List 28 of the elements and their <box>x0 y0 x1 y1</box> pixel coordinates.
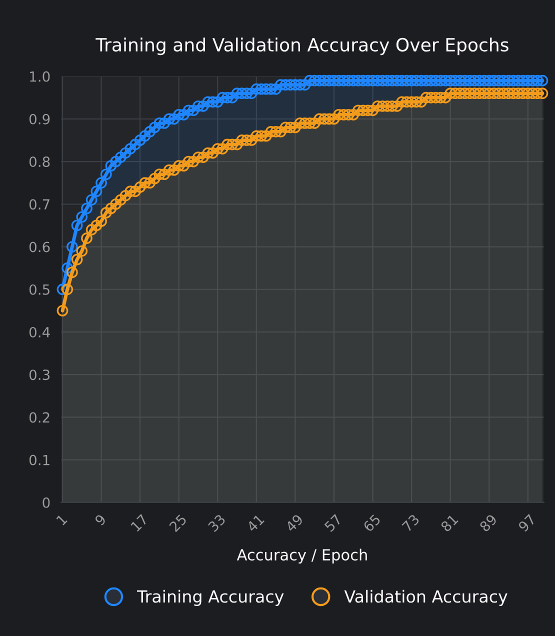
x-tick-label: 57 <box>324 514 342 532</box>
chart-title: Training and Validation Accuracy Over Epochs <box>96 38 508 56</box>
x-tick-label: 1 <box>56 514 68 526</box>
x-tick-label: 41 <box>246 514 264 532</box>
x-tick-label: 49 <box>284 514 304 532</box>
y-tick-label: 0 <box>42 497 50 508</box>
x-tick-label: 97 <box>518 514 536 532</box>
y-tick-label: 0.6 <box>29 242 50 252</box>
y-tick-label: 1.0 <box>30 71 50 82</box>
x-tick-label: 65 <box>362 514 382 532</box>
legend-label: Validation Accuracy <box>344 590 508 606</box>
x-tick-label: 81 <box>440 514 459 532</box>
y-tick-label: 0.2 <box>29 412 50 423</box>
x-tick-label: 33 <box>208 514 226 532</box>
x-axis-title: Accuracy / Epoch <box>236 548 367 564</box>
x-tick-label: 17 <box>130 514 148 532</box>
y-tick-label: 0.5 <box>29 284 50 295</box>
y-tick-label: 0.9 <box>29 114 50 124</box>
y-tick-label: 0.7 <box>29 199 50 210</box>
legend-label: Training Accuracy <box>137 590 284 606</box>
y-tick-label: 0.1 <box>29 454 50 466</box>
y-tick-label: 0.4 <box>29 326 50 338</box>
x-tick-label: 89 <box>478 514 498 532</box>
y-tick-label: 0.3 <box>29 370 50 380</box>
y-tick-label: 0.8 <box>29 156 50 168</box>
x-tick-label: 73 <box>402 514 420 532</box>
x-tick-label: 25 <box>168 514 188 532</box>
x-tick-label: 9 <box>94 514 107 526</box>
